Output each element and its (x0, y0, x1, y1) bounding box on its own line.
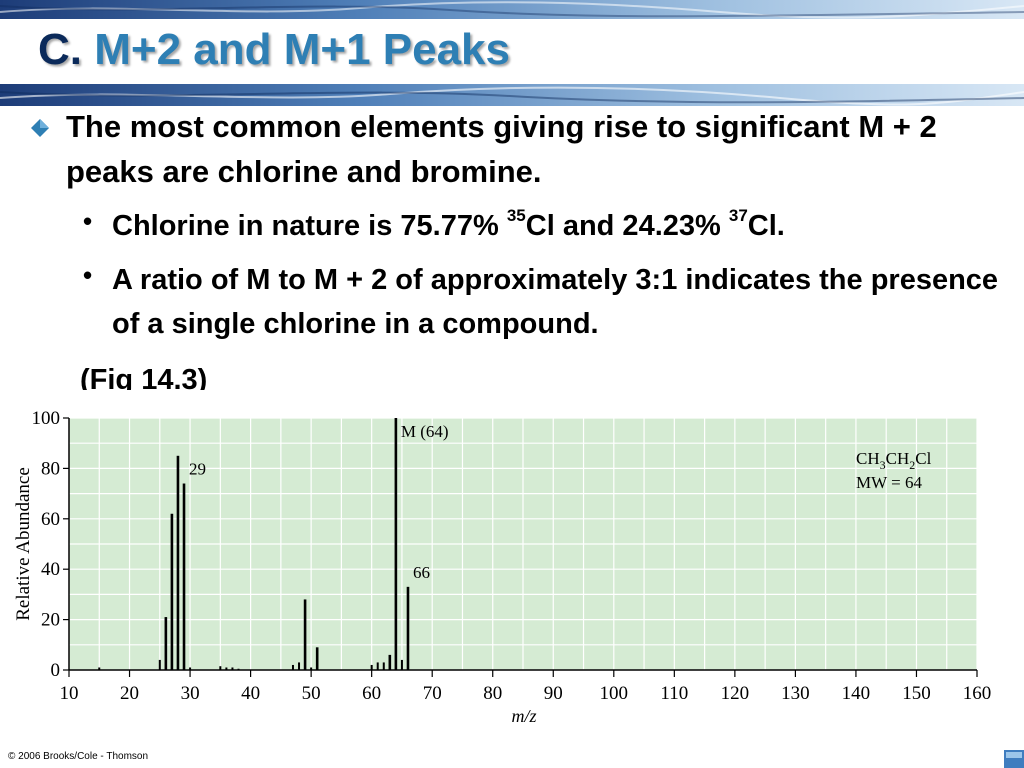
peak-bar (394, 418, 398, 670)
peak-bar (291, 664, 294, 670)
diamond-bullet-icon (31, 119, 49, 137)
peak-annotations: 29 M (64) 66 (189, 422, 449, 582)
mass-spectrum-chart: 10 20 30 40 50 60 70 80 90 100 110 120 130 140 150 160 … (13, 408, 992, 726)
top-wave-banner (0, 0, 1024, 19)
peak-bar (225, 667, 228, 670)
peak-label: M (64) (401, 422, 449, 441)
x-tick-label: 10 (60, 683, 79, 704)
x-tick-label: 160 (963, 683, 992, 704)
x-tick-label: 120 (721, 683, 750, 704)
sub-bullet-chlorine-isotopes: Chlorine in nature is 75.77% 35Cl and 24… (112, 206, 785, 242)
peak-bar (298, 662, 301, 670)
chart-peaks (98, 418, 410, 670)
x-axis-label: m/z (511, 706, 536, 726)
peak-bar (158, 659, 161, 670)
mid-wave-banner (0, 84, 1024, 106)
title-text: M+2 and M+1 Peaks (94, 25, 510, 74)
y-tick-label: 20 (41, 610, 60, 631)
peak-bar (303, 599, 307, 670)
peak-bar (382, 662, 385, 670)
peak-bar (315, 647, 319, 670)
x-tick-label: 70 (423, 683, 442, 704)
peak-bar (370, 664, 373, 670)
peak-bar (182, 483, 186, 670)
y-tick-label: 60 (41, 509, 60, 530)
x-axis-ticks: 10 20 30 40 50 60 70 80 90 100 110 120 130 140 150 160 (60, 670, 992, 704)
y-axis-ticks: 0 20 40 60 80 100 (32, 408, 69, 681)
x-tick-label: 60 (362, 683, 381, 704)
y-tick-label: 0 (51, 660, 61, 681)
x-tick-label: 20 (120, 683, 139, 704)
sub-bullet-marker-1: • (83, 206, 93, 236)
logo-corner-icon (1004, 750, 1024, 768)
peak-bar (98, 667, 101, 670)
peak-bar (388, 654, 392, 670)
peak-bar (376, 662, 379, 670)
peak-bar (406, 586, 410, 670)
title-letter: C. (38, 25, 82, 74)
y-tick-label: 100 (32, 408, 61, 429)
copyright-footer: © 2006 Brooks/Cole - Thomson (8, 751, 149, 762)
peak-bar (164, 617, 168, 670)
slide-title: C. M+2 and M+1 Peaks (38, 22, 510, 78)
x-tick-label: 140 (842, 683, 871, 704)
x-tick-label: 40 (241, 683, 260, 704)
figure-reference: (Fig 14.3) (80, 364, 208, 390)
peak-bar (170, 513, 174, 670)
peak-label: 66 (413, 563, 430, 582)
main-bullet-text: The most common elements giving rise to … (66, 109, 937, 189)
x-tick-label: 50 (302, 683, 321, 704)
compound-mw: MW = 64 (856, 473, 922, 492)
peak-bar (176, 455, 180, 670)
peak-bar (400, 659, 403, 670)
x-tick-label: 80 (483, 683, 502, 704)
peak-bar (231, 667, 234, 670)
y-tick-label: 80 (41, 458, 60, 479)
x-tick-label: 130 (781, 683, 810, 704)
chart-grid (68, 417, 978, 671)
x-tick-label: 30 (181, 683, 200, 704)
y-tick-label: 40 (41, 559, 60, 580)
x-tick-label: 150 (902, 683, 931, 704)
x-tick-label: 90 (544, 683, 563, 704)
y-axis-label: Relative Abundance (13, 467, 34, 621)
peak-label: 29 (189, 460, 206, 479)
sub-bullet-marker-2: • (83, 260, 93, 290)
x-tick-label: 100 (600, 683, 629, 704)
compound-formula: CH3CH2Cl (856, 449, 932, 472)
peak-bar (189, 667, 192, 670)
x-tick-label: 110 (660, 683, 688, 704)
peak-bar (219, 666, 222, 670)
peak-bar (310, 667, 313, 670)
sub-bullet-ratio: A ratio of M to M + 2 of approximately 3… (112, 264, 999, 340)
